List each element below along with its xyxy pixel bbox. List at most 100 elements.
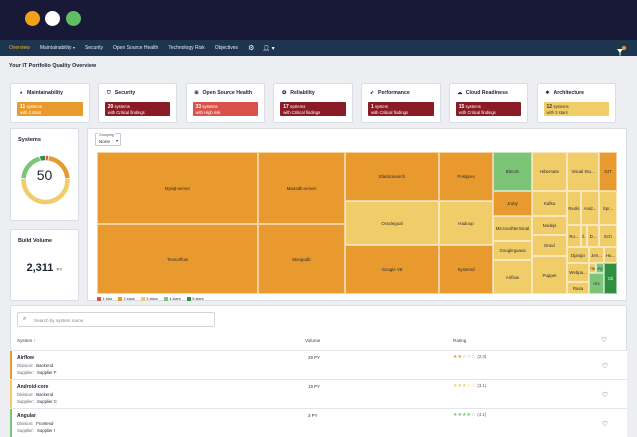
grouping-select[interactable]: Grouping None ▾: [95, 133, 121, 146]
supplier-field: Supplier:Supplier I: [17, 428, 55, 433]
nav-open-source-health[interactable]: Open Source Health: [113, 45, 158, 51]
nav-overview[interactable]: Overview: [9, 45, 30, 51]
treemap-tile[interactable]: Django: [567, 247, 589, 263]
nav-maintainability[interactable]: Maintainability ▾: [40, 45, 75, 51]
treemap-tile[interactable]: Rasa: [567, 282, 589, 294]
nav-security[interactable]: Security: [85, 45, 103, 51]
column-header-volume[interactable]: Volume: [305, 338, 320, 343]
donut-segment-5-stars: [40, 158, 45, 159]
treemap-tile[interactable]: Jen...: [589, 247, 604, 263]
treemap-tile[interactable]: Ech: [599, 225, 617, 247]
heart-icon[interactable]: ♡: [602, 362, 608, 370]
page-title: Your IT Portfolio Quality Overview: [9, 63, 96, 69]
treemap-tile[interactable]: Jruby: [493, 191, 532, 216]
treemap-tile[interactable]: Mysql-server: [97, 152, 258, 224]
treemap-tile[interactable]: Tensorflow: [97, 224, 258, 294]
nav-objectives[interactable]: Objectives: [215, 45, 238, 51]
treemap-tile[interactable]: Druid: [532, 235, 567, 256]
system-name[interactable]: Angular: [17, 413, 36, 419]
treemap-tile[interactable]: Bitcoin: [493, 152, 532, 191]
legend-swatch: [118, 297, 122, 301]
window-maximize-dot[interactable]: [66, 11, 81, 26]
treemap-tile[interactable]: Airflow: [493, 260, 532, 294]
system-name[interactable]: Android-core: [17, 384, 48, 390]
category-title: ⊞Open Source Health: [194, 90, 253, 96]
treemap-tile[interactable]: Hibernate: [532, 152, 567, 191]
treemap-tile[interactable]: Cli: [604, 263, 617, 294]
division-field: Division:Frontend: [17, 421, 53, 426]
systems-card[interactable]: Systems 50: [10, 128, 79, 221]
treemap-tile[interactable]: Puppet: [532, 256, 567, 294]
table-row[interactable]: Angular Division:Frontend Supplier:Supplie…: [10, 408, 627, 437]
search-input[interactable]: ⌕ Search by system name: [17, 312, 215, 327]
window-minimize-dot[interactable]: [45, 11, 60, 26]
treemap-tile[interactable]: Microsoftterminal: [493, 216, 532, 241]
build-volume-card: Build Volume 2,311 PY: [10, 229, 79, 301]
system-volume: 19 PY: [308, 384, 320, 389]
star-rating: ★★★★☆: [453, 412, 475, 418]
cubes-icon: ❖: [545, 90, 551, 96]
legend-item: 4 stars: [164, 297, 181, 301]
treemap-tile[interactable]: Systemd: [439, 245, 493, 294]
column-header-system[interactable]: System ↑: [17, 338, 36, 343]
treemap-tile[interactable]: D...: [587, 225, 599, 247]
treemap-tile[interactable]: Redis: [567, 191, 581, 225]
treemap-tile[interactable]: Googleguava: [493, 241, 532, 260]
gear-icon[interactable]: ⚙: [248, 44, 254, 52]
treemap-tile[interactable]: Elasticsearch: [345, 152, 439, 201]
treemap-tile[interactable]: Mariadb-server: [258, 152, 345, 224]
treemap-tile[interactable]: Nodejs: [532, 216, 567, 235]
treemap-tile[interactable]: Spr...: [599, 191, 617, 225]
cart-icon: 0: [616, 46, 626, 56]
treemap-tile[interactable]: Ay: [596, 263, 604, 273]
window-close-dot[interactable]: [25, 11, 40, 26]
treemap-tile[interactable]: Postgres: [439, 152, 493, 201]
supplier-field: Supplier:Supplier C: [17, 399, 57, 404]
treemap-tile[interactable]: Arc: [589, 273, 604, 294]
treemap-tile[interactable]: Hu...: [604, 247, 617, 263]
treemap-tile[interactable]: Mongodb: [258, 224, 345, 294]
treemap-tile[interactable]: Hadoop: [439, 201, 493, 245]
heart-icon[interactable]: ♡: [602, 391, 608, 399]
cart-button[interactable]: 0: [616, 43, 626, 53]
column-header-rating[interactable]: Rating: [453, 338, 466, 343]
treemap-tile[interactable]: Webpa...: [567, 263, 589, 282]
treemap-tile[interactable]: GIT: [599, 152, 617, 191]
user-menu-icon[interactable]: 👤︎ ▾: [262, 45, 274, 52]
category-title: ❖Architecture: [545, 90, 585, 96]
treemap-tile[interactable]: Oraclegoal: [345, 201, 439, 245]
window-titlebar: [0, 0, 637, 40]
treemap-tile[interactable]: Visual Stu...: [567, 152, 599, 191]
star-rating: ★★★☆☆: [453, 383, 475, 389]
treemap-tile[interactable]: Google V8: [345, 245, 439, 294]
legend-swatch: [164, 297, 168, 301]
search-icon: ⌕: [23, 316, 26, 323]
treemap-tile[interactable]: Fac: [589, 263, 596, 273]
nav-technology-risk[interactable]: Technology Risk: [168, 45, 204, 51]
treemap-tile[interactable]: Andr...: [581, 191, 599, 225]
cloud-icon: ☁: [457, 90, 463, 96]
favorite-header-icon: ♡: [601, 336, 607, 344]
shield-icon: ⛉: [106, 90, 112, 96]
heart-icon[interactable]: ♡: [602, 420, 608, 428]
division-field: Division:Backend: [17, 363, 53, 368]
treemap-tile[interactable]: Ro...: [567, 225, 581, 247]
treemap-tile[interactable]: Kafka: [532, 191, 567, 216]
rocket-icon: ➶: [369, 90, 375, 96]
system-name[interactable]: Airflow: [17, 355, 34, 361]
category-title: ☁Cloud Readiness: [457, 90, 508, 96]
check-badge-icon: ✪: [281, 90, 287, 96]
